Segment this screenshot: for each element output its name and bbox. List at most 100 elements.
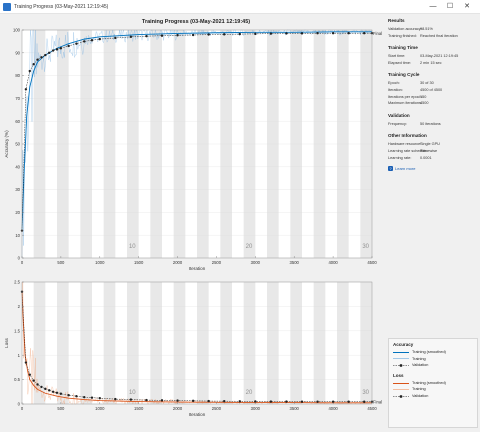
accuracy-y-tick-label: 30	[15, 187, 20, 192]
info-value: 4500	[420, 101, 429, 106]
info-row: Epoch: 30 of 30	[388, 80, 478, 87]
loss-x-axis-label: Iteration	[189, 412, 206, 417]
loss-epoch-band	[360, 282, 372, 404]
loss-x-tick-label: 3500	[290, 406, 300, 411]
loss-validation-point	[83, 395, 86, 399]
info-panel: Results Validation accuracy: 98.51% Trainin…	[388, 18, 478, 172]
info-value: Piecewise	[420, 148, 438, 153]
loss-validation-point	[285, 400, 288, 403]
section-title: Results	[388, 18, 405, 23]
accuracy-y-tick-label: 20	[15, 210, 20, 215]
learn-more-label: Learn more	[395, 166, 416, 172]
accuracy-epoch-label: 10	[129, 244, 136, 250]
maximize-button[interactable]: ☐	[446, 3, 454, 10]
accuracy-x-tick-label: 3000	[251, 260, 261, 265]
accuracy-validation-point	[51, 49, 55, 52]
loss-x-tick-label: 4500	[367, 406, 377, 411]
minimize-button[interactable]: —	[429, 3, 437, 10]
info-row: Frequency: 50 iterations	[388, 121, 478, 128]
loss-epoch-band	[150, 282, 162, 404]
loss-validation-point	[59, 392, 63, 395]
accuracy-x-tick-label: 4500	[367, 260, 377, 265]
accuracy-validation-point	[59, 47, 63, 50]
accuracy-validation-point	[207, 33, 210, 36]
accuracy-validation-point	[36, 58, 39, 61]
accuracy-x-axis-label: Iteration	[189, 266, 206, 271]
loss-x-tick-label: 2000	[173, 406, 183, 411]
accuracy-validation-point	[44, 53, 47, 57]
info-value: 0.0001	[420, 155, 432, 160]
accuracy-epoch-label: 20	[246, 244, 253, 250]
legend-label: Training	[412, 387, 426, 392]
loss-y-tick-label: 0.5	[14, 377, 20, 382]
info-key: Epoch:	[388, 81, 400, 86]
accuracy-validation-point	[55, 48, 59, 51]
window-titlebar: Training Progress (03-May-2021 12:19:45)…	[0, 0, 480, 14]
accuracy-validation-point	[90, 39, 94, 42]
accuracy-validation-point	[316, 31, 319, 35]
loss-plot: 10 20 30 0 0.5 1 1.5 2 2.5 0 500 1000 1500 2000 2500 30…	[4, 280, 382, 417]
loss-y-tick-label: 2	[18, 304, 21, 309]
info-value: 03-May-2021 12:19:45	[420, 54, 459, 59]
info-row: Hardware resource: Single GPU	[388, 141, 478, 148]
info-value: 50 iterations	[420, 121, 441, 126]
loss-y-tick-label: 0	[18, 402, 21, 407]
legend-accuracy-training: Training	[393, 356, 473, 363]
accuracy-validation-point	[129, 35, 133, 39]
info-row: Validation accuracy: 98.51%	[388, 26, 478, 33]
loss-x-tick-label: 1500	[134, 406, 144, 411]
info-row: Maximum iterations: 4500	[388, 100, 478, 107]
loss-x-tick-label: 500	[57, 406, 65, 411]
info-key: Start time:	[388, 54, 406, 59]
accuracy-validation-point	[24, 88, 28, 91]
info-key: Training finished:	[388, 33, 417, 38]
loss-validation-point	[40, 385, 43, 389]
loss-validation-point	[347, 400, 350, 403]
legend-loss-training: Training	[393, 386, 473, 393]
accuracy-validation-point	[98, 37, 101, 41]
learn-more-link[interactable]: ? Learn more	[388, 166, 478, 172]
legend-loss-title: Loss	[393, 372, 404, 378]
loss-validation-point	[98, 396, 101, 400]
accuracy-validation-point	[114, 36, 117, 40]
loss-x-tick-label: 4000	[328, 406, 338, 411]
accuracy-x-tick-label: 2000	[173, 260, 183, 265]
help-icon: ?	[388, 166, 393, 172]
accuracy-validation-point	[191, 33, 195, 37]
legend-label: Validation	[412, 393, 429, 398]
section-title: Validation	[388, 112, 410, 118]
loss-y-axis-label: Loss	[4, 337, 9, 347]
legend-label: Training	[412, 356, 426, 361]
loss-epoch-band	[243, 282, 256, 404]
accuracy-y-tick-label: 10	[15, 233, 20, 238]
loss-y-tick-label: 2.5	[14, 280, 20, 285]
info-row: Training finished: Reached final iteratio…	[388, 33, 478, 40]
accuracy-y-tick-label: 100	[13, 28, 21, 33]
loss-x-tick-label: 2500	[212, 406, 222, 411]
accuracy-validation-point	[160, 34, 164, 37]
loss-validation-point	[223, 399, 226, 403]
accuracy-validation-point	[40, 56, 43, 59]
info-key: Frequency:	[388, 121, 407, 126]
accuracy-validation-point	[28, 69, 31, 73]
legend-loss-validation: Validation	[393, 393, 473, 400]
loss-validation-point	[90, 396, 94, 399]
loss-epoch-label: 20	[246, 390, 253, 396]
accuracy-x-tick-label: 3500	[290, 260, 300, 265]
loss-epoch-band	[33, 282, 46, 404]
legend-marker-acc-val	[399, 364, 403, 367]
close-button[interactable]: ✕	[464, 3, 470, 10]
legend-label: Validation	[412, 363, 429, 368]
accuracy-validation-line	[21, 32, 372, 231]
accuracy-validation-point	[32, 63, 35, 66]
loss-validation-point	[176, 399, 179, 402]
loss-epoch-band	[337, 282, 349, 404]
legend-accuracy-smoothed: Training (smoothed)	[393, 349, 473, 356]
loss-validation-point	[269, 400, 273, 403]
loss-validation-point	[36, 383, 39, 386]
accuracy-validation-point	[254, 32, 257, 36]
window-title: Training Progress (03-May-2021 12:19:45)	[14, 4, 109, 10]
loss-validation-point	[67, 394, 70, 397]
accuracy-validation-point	[285, 32, 288, 35]
